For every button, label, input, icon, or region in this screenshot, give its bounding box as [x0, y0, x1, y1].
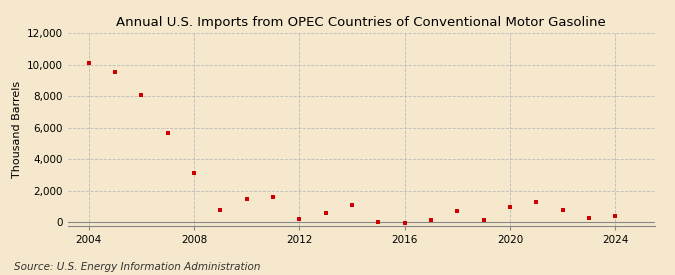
Point — [583, 216, 594, 220]
Point — [162, 131, 173, 135]
Point — [346, 203, 357, 207]
Y-axis label: Thousand Barrels: Thousand Barrels — [12, 81, 22, 178]
Point — [478, 217, 489, 222]
Point — [83, 61, 94, 65]
Point — [425, 218, 436, 222]
Text: Source: U.S. Energy Information Administration: Source: U.S. Energy Information Administ… — [14, 262, 260, 272]
Point — [531, 200, 541, 204]
Point — [109, 70, 120, 75]
Point — [399, 221, 410, 225]
Title: Annual U.S. Imports from OPEC Countries of Conventional Motor Gasoline: Annual U.S. Imports from OPEC Countries … — [116, 16, 606, 29]
Point — [452, 209, 462, 213]
Point — [188, 170, 199, 175]
Point — [136, 93, 146, 98]
Point — [557, 208, 568, 212]
Point — [373, 219, 383, 224]
Point — [267, 195, 278, 199]
Point — [610, 213, 620, 218]
Point — [294, 217, 304, 221]
Point — [215, 208, 225, 212]
Point — [241, 197, 252, 201]
Point — [504, 205, 515, 210]
Point — [320, 211, 331, 215]
